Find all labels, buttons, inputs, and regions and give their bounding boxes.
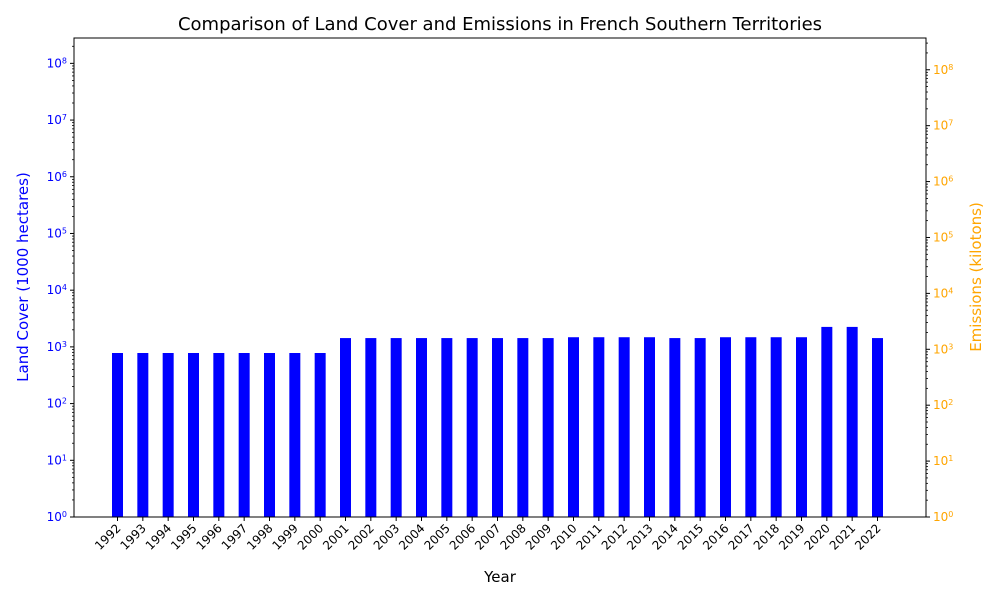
y-tick-label: 107: [47, 113, 67, 128]
y-tick-label: 106: [933, 174, 953, 189]
bar: [669, 338, 681, 517]
left-y-axis: 100 101 102 103 104 105 106 107 108: [47, 45, 74, 525]
x-tick-label: 2012: [599, 521, 630, 552]
x-axis: 1992199319941995199619971998199920002001…: [92, 517, 884, 553]
x-tick-label: 2010: [548, 521, 579, 552]
bar: [542, 338, 554, 517]
bar: [416, 338, 427, 517]
plot-frame: [73, 37, 927, 518]
x-tick-label: 1996: [193, 521, 224, 552]
bar: [466, 338, 478, 517]
y-tick-label: 104: [47, 283, 67, 298]
y-tick-label: 102: [47, 396, 67, 411]
bar: [137, 353, 149, 517]
bar: [188, 353, 199, 517]
bar: [593, 337, 605, 517]
y-tick-label: 101: [933, 454, 953, 469]
bar: [821, 326, 833, 517]
y-tick-label: 104: [933, 286, 953, 301]
y-tick-label: 100: [47, 510, 67, 525]
bar: [872, 338, 883, 517]
bar: [770, 337, 782, 517]
y-tick-label: 105: [933, 230, 953, 245]
x-tick-label: 2009: [523, 521, 554, 552]
x-tick-label: 1994: [143, 521, 174, 552]
left-y-axis-label: Land Cover (1000 hectares): [14, 172, 32, 382]
y-tick-label: 108: [933, 62, 953, 77]
y-tick-label: 106: [47, 169, 67, 184]
bar: [618, 337, 630, 517]
bar: [162, 353, 174, 517]
x-tick-label: 2020: [801, 521, 832, 552]
bar: [213, 353, 225, 517]
bar: [390, 338, 402, 517]
x-tick-label: 2004: [396, 521, 427, 552]
x-tick-label: 2017: [725, 521, 756, 552]
bar: [517, 338, 529, 517]
bar: [796, 337, 807, 517]
bar: [112, 353, 123, 517]
y-tick-label: 101: [47, 453, 67, 468]
x-tick-label: 2021: [827, 521, 858, 552]
x-tick-label: 2001: [320, 521, 351, 552]
bar: [441, 338, 453, 517]
bar: [314, 353, 326, 517]
x-tick-label: 1992: [92, 521, 123, 552]
x-tick-label: 2002: [345, 521, 376, 552]
bar: [846, 326, 858, 517]
chart-title: Comparison of Land Cover and Emissions i…: [178, 14, 822, 35]
x-tick-label: 2016: [700, 521, 731, 552]
x-tick-label: 2019: [776, 521, 807, 552]
right-y-axis: 100 101 102 103 104 105 106 107 108: [926, 42, 953, 525]
right-y-axis-label: Emissions (kilotons): [967, 202, 985, 352]
bar: [289, 353, 301, 517]
x-tick-label: 2003: [371, 521, 402, 552]
bar: [264, 353, 275, 517]
bar: [492, 338, 503, 517]
x-tick-label: 1993: [117, 521, 148, 552]
y-tick-label: 103: [933, 342, 953, 357]
bar: [720, 337, 731, 517]
bar: [694, 338, 706, 517]
x-tick-label: 1997: [219, 521, 250, 552]
x-axis-label: Year: [483, 568, 517, 586]
x-tick-label: 1999: [269, 521, 300, 552]
x-tick-label: 2006: [447, 521, 478, 552]
bar: [365, 338, 377, 517]
x-tick-label: 2022: [852, 521, 883, 552]
bar: [644, 337, 655, 517]
bar: [568, 337, 579, 517]
x-tick-label: 2007: [472, 521, 503, 552]
bar: [340, 338, 351, 517]
x-tick-label: 1998: [244, 521, 275, 552]
x-tick-label: 1995: [168, 521, 199, 552]
x-tick-label: 2014: [649, 521, 680, 552]
x-tick-label: 2005: [421, 521, 452, 552]
y-tick-label: 107: [933, 118, 953, 133]
y-tick-label: 100: [933, 510, 953, 525]
y-tick-label: 108: [47, 56, 67, 71]
bar: [238, 353, 250, 517]
y-tick-label: 103: [47, 339, 67, 354]
x-tick-label: 2000: [295, 521, 326, 552]
y-tick-label: 102: [933, 398, 953, 413]
x-tick-label: 2008: [497, 521, 528, 552]
y-tick-label: 105: [47, 226, 67, 241]
x-tick-label: 2015: [675, 521, 706, 552]
x-tick-label: 2011: [573, 521, 604, 552]
x-tick-label: 2018: [751, 521, 782, 552]
bar: [745, 337, 757, 517]
bars-group: [112, 326, 883, 517]
x-tick-label: 2013: [624, 521, 655, 552]
